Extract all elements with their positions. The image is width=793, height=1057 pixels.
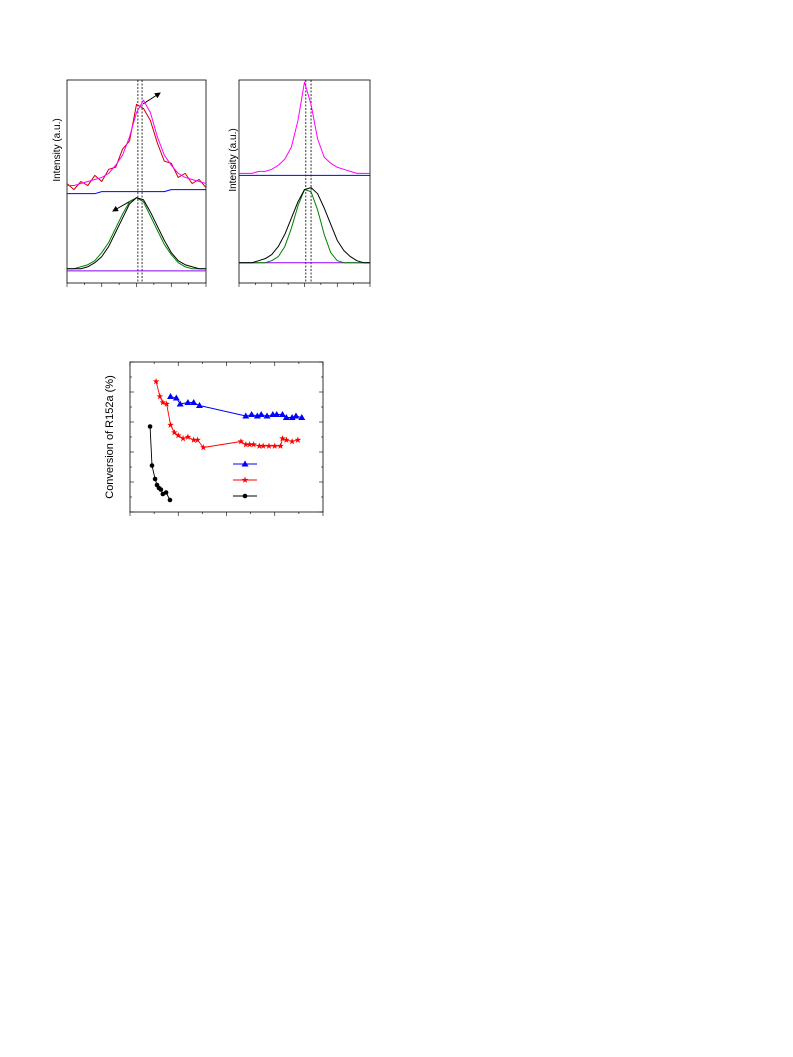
marker-star <box>255 442 263 449</box>
marker-triangle <box>263 412 271 419</box>
marker-star <box>259 442 267 449</box>
marker-star <box>288 438 296 445</box>
marker-star <box>271 442 279 449</box>
marker-circle <box>152 476 158 482</box>
marker-star <box>156 393 164 400</box>
marker-star <box>174 432 182 439</box>
series-line <box>67 197 206 270</box>
marker-star <box>190 436 198 443</box>
series-line <box>66 103 207 191</box>
marker-star <box>163 400 170 407</box>
marker-triangle <box>257 411 265 417</box>
series-line <box>239 189 370 264</box>
marker-triangle <box>292 412 300 419</box>
series-line <box>67 189 206 195</box>
marker-star <box>242 441 250 448</box>
y-axis-label: Intensity (a.u.) <box>228 128 239 191</box>
legend-marker <box>242 493 248 499</box>
marker-star <box>283 436 290 443</box>
marker-star <box>265 442 273 449</box>
marker-star <box>250 441 257 448</box>
marker-star <box>159 399 167 406</box>
marker-star <box>179 435 187 442</box>
marker-circle <box>163 490 169 495</box>
marker-triangle <box>167 393 175 399</box>
marker-triangle <box>176 400 184 407</box>
series-line <box>239 81 370 174</box>
arrow <box>142 92 161 105</box>
marker-triangle <box>298 414 306 420</box>
marker-star <box>237 438 245 445</box>
marker-triangle <box>273 411 281 417</box>
marker-star <box>184 433 192 440</box>
marker-star <box>246 441 253 448</box>
y-axis-label: Intensity (a.u.) <box>52 118 63 181</box>
marker-triangle <box>172 394 180 401</box>
marker-star <box>200 444 207 451</box>
chart: Conversion of R152a (%) <box>104 361 324 516</box>
marker-star <box>294 436 302 443</box>
marker-star <box>194 436 201 443</box>
marker-triangle <box>242 412 250 419</box>
marker-circle <box>158 487 164 492</box>
marker-star <box>171 429 178 436</box>
marker-star <box>152 378 160 385</box>
legend-marker <box>241 476 249 483</box>
series-line <box>239 187 370 264</box>
marker-triangle <box>278 411 286 417</box>
series-line <box>67 99 207 187</box>
legend-marker <box>241 460 249 467</box>
chart: Intensity (a.u.) <box>52 79 207 287</box>
marker-triangle <box>248 411 256 417</box>
series-line <box>67 197 206 270</box>
marker-triangle <box>190 399 198 405</box>
plot-frame <box>238 79 371 284</box>
marker-triangle <box>184 399 192 405</box>
marker-circle <box>147 424 153 429</box>
chart: Intensity (a.u.) <box>228 79 371 287</box>
marker-circle <box>149 463 155 468</box>
y-axis-label: Conversion of R152a (%) <box>104 375 116 499</box>
marker-star <box>279 435 286 442</box>
marker-star <box>167 421 174 428</box>
marker-triangle <box>195 402 203 408</box>
marker-triangle <box>282 414 290 420</box>
marker-star <box>277 442 284 449</box>
marker-circle <box>167 497 173 503</box>
